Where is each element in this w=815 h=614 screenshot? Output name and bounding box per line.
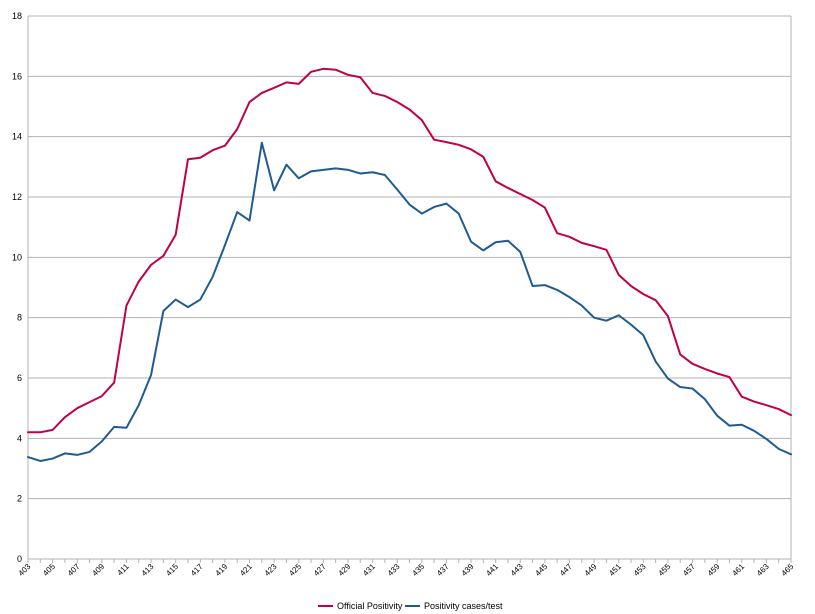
x-tick-label: 465 <box>780 562 796 578</box>
x-axis-tick-labels: 403 405 407 409 411 413 415 417 419 421 423 425 427 4… <box>17 562 796 578</box>
x-tick-label: 427 <box>312 562 328 578</box>
x-tick-label: 455 <box>657 562 673 578</box>
x-tick-label: 433 <box>386 562 402 578</box>
x-tick-label: 411 <box>115 562 131 578</box>
x-tick-label: 449 <box>583 562 599 578</box>
y-tick-label: 10 <box>12 252 22 262</box>
x-tick-label: 435 <box>410 562 426 578</box>
x-tick-label: 443 <box>509 562 525 578</box>
series-line-1 <box>27 67 792 434</box>
series-line-2 <box>27 141 792 462</box>
x-tick-label: 417 <box>189 562 205 578</box>
x-tick-label: 415 <box>164 562 180 578</box>
x-tick-label: 405 <box>41 562 57 578</box>
y-tick-label: 2 <box>17 494 22 504</box>
y-tick-label: 12 <box>12 192 22 202</box>
x-tick-label: 445 <box>533 562 549 578</box>
x-tick-label: 419 <box>214 562 230 578</box>
legend-label: Official Positivity <box>337 601 403 611</box>
x-tick-label: 421 <box>238 562 254 578</box>
x-tick-label: 453 <box>632 562 648 578</box>
gridlines <box>27 15 792 563</box>
x-tick-label: 403 <box>17 562 33 578</box>
x-tick-label: 451 <box>607 562 623 578</box>
legend-label: Positivity cases/test <box>424 601 503 611</box>
legend: Official Positivity Positivity cases/test <box>318 601 503 611</box>
x-tick-label: 447 <box>558 562 574 578</box>
y-axis-tick-labels: 0 2 4 6 8 10 12 14 16 18 <box>12 11 22 564</box>
x-tick-label: 423 <box>263 562 279 578</box>
x-tick-label: 407 <box>66 562 82 578</box>
y-tick-label: 16 <box>12 71 22 81</box>
y-tick-label: 14 <box>12 132 22 142</box>
x-tick-label: 431 <box>361 562 377 578</box>
y-tick-label: 8 <box>17 313 22 323</box>
x-tick-label: 413 <box>140 562 156 578</box>
y-tick-label: 18 <box>12 11 22 21</box>
y-tick-label: 6 <box>17 373 22 383</box>
series-lines <box>27 67 792 462</box>
y-tick-label: 0 <box>17 554 22 564</box>
x-tick-label: 463 <box>755 562 771 578</box>
x-tick-label: 437 <box>435 562 451 578</box>
x-tick-label: 459 <box>706 562 722 578</box>
x-tick-label: 425 <box>287 562 303 578</box>
x-tick-label: 409 <box>90 562 106 578</box>
x-tick-label: 439 <box>460 562 476 578</box>
x-tick-label: 457 <box>681 562 697 578</box>
y-tick-label: 4 <box>17 433 22 443</box>
x-tick-label: 441 <box>484 562 500 578</box>
x-tick-label: 429 <box>337 562 353 578</box>
x-tick-label: 461 <box>730 562 746 578</box>
